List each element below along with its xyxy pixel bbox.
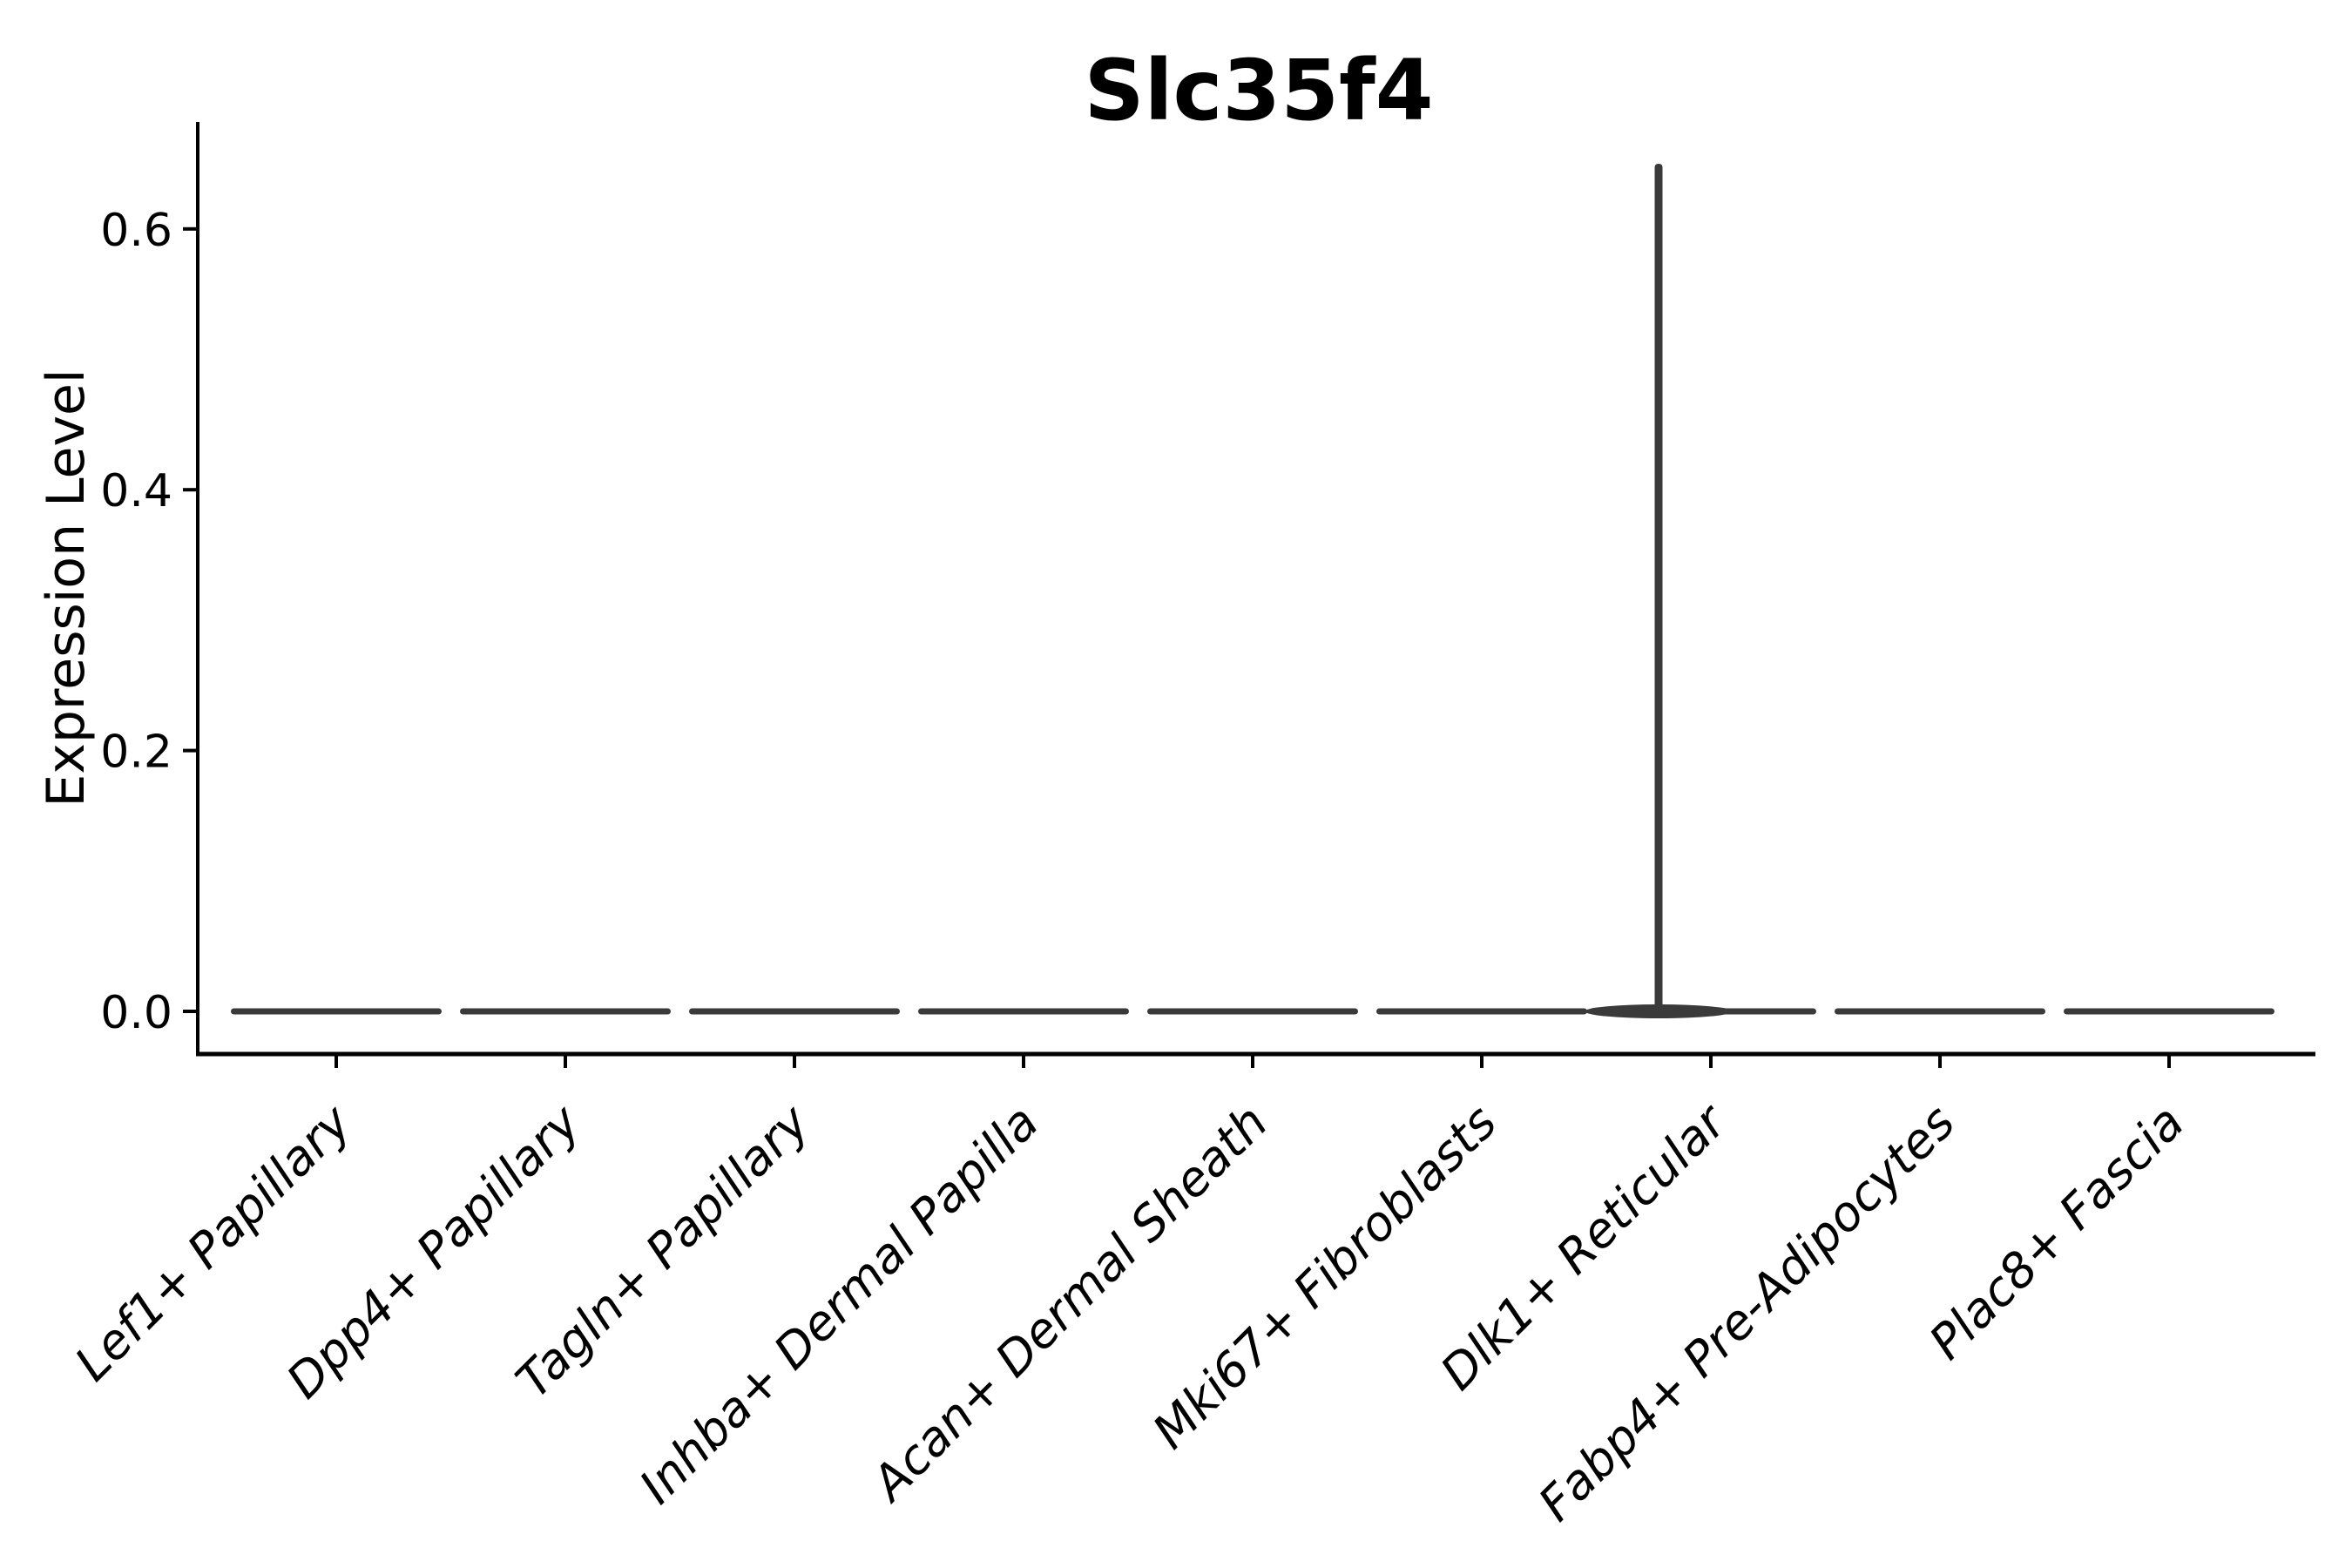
y-tick-label: 0.6: [100, 205, 172, 257]
violin: [918, 1008, 1129, 1015]
plot-title: Slc35f4: [1084, 42, 1433, 139]
y-axis-label: Expression Level: [36, 368, 97, 807]
violins-group: [231, 163, 2274, 1018]
violin-body: [1605, 1008, 1816, 1015]
violin: [1376, 1008, 1587, 1015]
x-tick-label: Acan+ Dermal Sheath: [860, 1094, 1279, 1513]
violin-body: [2064, 1008, 2274, 1015]
y-tick-label: 0.2: [100, 727, 172, 779]
y-tick-label: 0.0: [100, 987, 172, 1039]
violin: [231, 1008, 442, 1015]
violin: [1835, 1008, 2045, 1015]
violin: [689, 1008, 900, 1015]
violin: [460, 1008, 671, 1015]
violin-body: [460, 1008, 671, 1015]
y-tick-label: 0.4: [100, 465, 172, 517]
violin-body: [918, 1008, 1129, 1015]
violin: [1585, 163, 1816, 1018]
violin-body: [1835, 1008, 2045, 1015]
x-tick-label: Inhba+ Dermal Papilla: [629, 1094, 1049, 1514]
x-tick-label: Fabp4+ Pre-Adipocytes: [1528, 1094, 1965, 1531]
y-axis-ticks-group: 0.0 0.2 0.4 0.6: [100, 205, 196, 1039]
violin-body: [1147, 1008, 1358, 1015]
violin-body: [1376, 1008, 1587, 1015]
violin: [1147, 1008, 1358, 1015]
violin: [2064, 1008, 2274, 1015]
violin-spike: [1654, 163, 1663, 1013]
violin-body: [231, 1008, 442, 1015]
violin-body: [689, 1008, 900, 1015]
